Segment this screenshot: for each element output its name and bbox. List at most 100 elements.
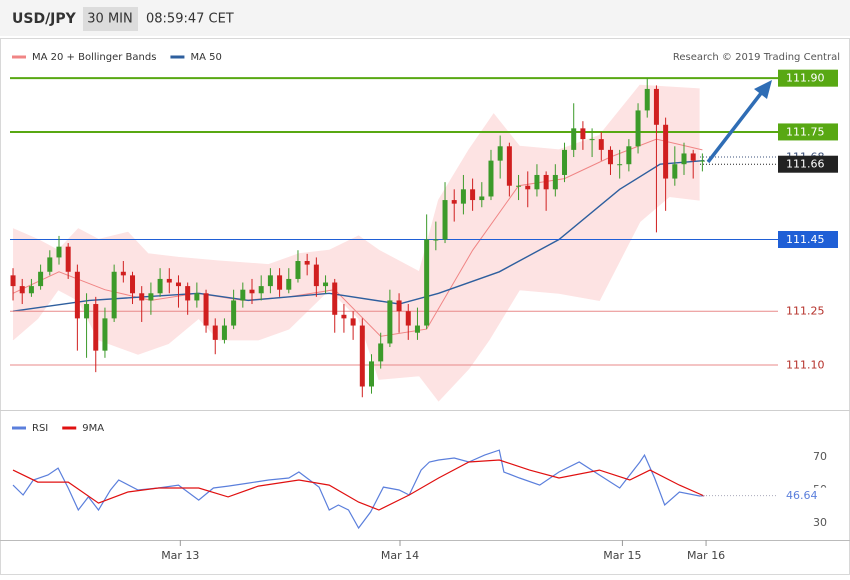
candle-body [38, 271, 44, 287]
candle-body [203, 293, 209, 326]
candle-body [414, 325, 420, 333]
level-box [778, 155, 838, 173]
band-upper [12, 84, 700, 273]
symbol: USD/JPY [12, 11, 77, 27]
candle-body [10, 275, 16, 287]
candle-body [506, 146, 512, 186]
candle-body [543, 174, 549, 190]
arrow-head [754, 80, 772, 99]
candle-body [635, 110, 641, 147]
candle-body [93, 304, 99, 351]
candle-body [332, 282, 338, 315]
x-tick-label: Mar 16 [687, 549, 725, 562]
candle-body [644, 88, 650, 111]
indicator-line [12, 459, 705, 511]
candle-body [102, 318, 108, 351]
level-box [778, 123, 838, 141]
candle-body [690, 153, 696, 161]
y-tick-label: 70 [813, 450, 827, 463]
interval: 30 MIN [87, 12, 132, 27]
ma-line [12, 138, 703, 337]
candle-body [387, 300, 393, 344]
candle-body [433, 239, 439, 241]
candle-body [405, 311, 411, 326]
level-label: 111.66 [786, 158, 825, 171]
candle-body [571, 128, 577, 150]
candle-body [313, 264, 319, 287]
candle-body [304, 261, 310, 265]
candle-body [617, 164, 623, 166]
candle-body [626, 146, 632, 165]
x-tick-label: Mar 14 [381, 549, 419, 562]
candle-body [120, 271, 126, 276]
candle-body [130, 275, 136, 294]
candle-body [84, 304, 90, 319]
candle-body [451, 200, 457, 204]
candle-body [286, 278, 292, 290]
last-value-box [778, 487, 838, 504]
level-label: 111.90 [786, 72, 825, 85]
candle-body [47, 257, 53, 272]
candle-body [157, 278, 163, 294]
level-label: 111.10 [786, 358, 825, 371]
header-bar [0, 0, 850, 36]
candle-body [359, 325, 365, 387]
forecast-arrow [706, 90, 764, 164]
level-label: 111.25 [786, 305, 825, 318]
legend-label: MA 50 [190, 52, 221, 63]
candle-body [65, 246, 71, 272]
time: 08:59:47 CET [146, 12, 234, 27]
candle-body [277, 275, 283, 290]
candle-body [267, 275, 273, 287]
candle-body [295, 261, 301, 279]
candle-body [672, 164, 678, 179]
candle-body [534, 174, 540, 190]
legend-label: MA 20 + Bollinger Bands [32, 52, 156, 63]
last-value-label: 46.64 [786, 489, 818, 502]
overlay [706, 80, 772, 164]
candle-body [607, 149, 613, 165]
candle-body [663, 124, 669, 179]
candle-body [212, 325, 218, 340]
candle-body [470, 189, 476, 201]
candle-body [231, 300, 237, 326]
candle-body [525, 185, 531, 190]
candle-body [516, 185, 522, 187]
ma-line [12, 159, 705, 312]
candle-body [56, 246, 62, 258]
candle-body [194, 293, 200, 301]
legend-label: 9MA [82, 423, 104, 434]
candle-body [681, 153, 687, 165]
candle-body [240, 289, 246, 301]
candle-body [552, 174, 558, 190]
candle-body [378, 343, 384, 362]
candle-body [221, 325, 227, 340]
candle-body [249, 289, 255, 294]
candle-body [460, 189, 466, 204]
level-box [778, 69, 838, 87]
interval-box [83, 7, 138, 31]
candle-body [350, 318, 356, 326]
candle-body [175, 282, 181, 287]
candle-body [341, 314, 347, 319]
candle-body [497, 146, 503, 161]
candle-body [580, 128, 586, 140]
candle-body [368, 361, 374, 387]
candle-body [166, 278, 172, 283]
candle-body [488, 160, 494, 197]
x-tick-label: Mar 15 [603, 549, 641, 562]
candle-body [442, 200, 448, 240]
y-tick-label: 30 [813, 516, 827, 529]
candle-body [479, 196, 485, 201]
candle-body [28, 286, 34, 294]
candle-body [258, 286, 264, 294]
candle-body [74, 271, 80, 319]
candle-body [396, 300, 402, 312]
credit: Research © 2019 Trading Central [673, 52, 840, 63]
candle-body [589, 139, 595, 141]
plot: MA 20 + Bollinger Bands MA 50 Research © 2… [0, 52, 850, 562]
legend-label: RSI [32, 423, 48, 434]
candle-body [19, 286, 25, 294]
